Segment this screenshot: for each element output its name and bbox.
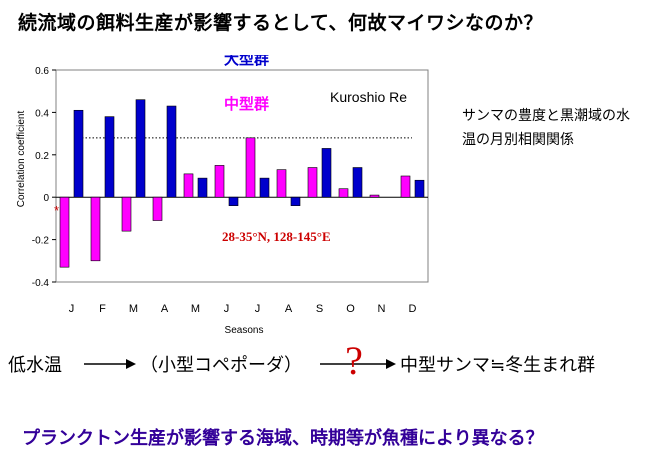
- x-tick-label: D: [409, 303, 417, 315]
- bar: [369, 194, 380, 198]
- page-title: 続流域の餌料生産が影響するとして、何故マイワシなのか？: [18, 12, 543, 34]
- bar: [259, 177, 270, 198]
- x-axis-label: Seasons: [225, 325, 264, 336]
- legend-medium-group: 中型群: [224, 95, 269, 113]
- region-label: Kuroshio Re: [330, 89, 407, 105]
- bar: [338, 188, 349, 198]
- bar: [290, 196, 301, 206]
- significance-marker: *: [54, 203, 59, 218]
- flow-arrow-icon: [84, 359, 136, 369]
- bar: [166, 105, 177, 198]
- bar: [183, 173, 194, 198]
- bar: [414, 179, 425, 198]
- x-tick-label: S: [316, 303, 323, 315]
- bar: [90, 196, 101, 262]
- bar: [321, 148, 332, 198]
- x-tick-label: M: [191, 303, 200, 315]
- bar: [104, 116, 115, 198]
- y-axis-label: Correlation coefficient: [16, 111, 27, 208]
- x-tick-label: J: [255, 303, 261, 315]
- bar: [228, 196, 239, 206]
- flow-low-temperature: 低水温: [8, 355, 62, 376]
- x-tick-label: J: [224, 303, 230, 315]
- bar: [73, 109, 84, 198]
- x-tick-label: M: [129, 303, 138, 315]
- x-tick-label: O: [346, 303, 355, 315]
- bar: [307, 167, 318, 198]
- bar: [214, 165, 225, 198]
- flow-medium-saury: 中型サンマ≒冬生まれ群: [400, 355, 596, 376]
- bar: [400, 175, 411, 198]
- x-tick-label: A: [161, 303, 169, 315]
- bar: [197, 177, 208, 198]
- legend-large-group: 大型群: [224, 55, 269, 68]
- x-tick-label: N: [378, 303, 386, 315]
- y-tick-label: 0.6: [35, 66, 49, 77]
- y-tick-label: 0.4: [35, 108, 49, 119]
- flow-small-copepods: （小型コペポーダ）: [140, 355, 302, 376]
- flow-arrow-question-icon: ?: [320, 340, 396, 383]
- question-mark: ?: [345, 340, 363, 383]
- y-tick-label: 0.2: [35, 151, 49, 162]
- y-tick-label: -0.2: [32, 236, 50, 247]
- plot-frame: [55, 69, 429, 283]
- x-tick-label: J: [69, 303, 75, 315]
- bar: [352, 167, 363, 198]
- y-tick-label: 0: [43, 193, 49, 204]
- bar: [245, 137, 256, 198]
- correlation-bar-chart: -0.4 -0.2 0 0.2 0.4 0.6 J F M A M J J A S O N D Correlati…: [16, 55, 429, 336]
- coords-annotation: 28-35°N, 128-145°E: [222, 229, 331, 244]
- bar: [152, 196, 163, 221]
- bar: [121, 196, 132, 232]
- x-tick-label: F: [99, 303, 106, 315]
- bar: [135, 99, 146, 198]
- bottom-question: プランクトン生産が影響する海域、時期等が魚種により異なる？: [22, 428, 544, 449]
- x-tick-label: A: [285, 303, 293, 315]
- bar: [59, 196, 70, 268]
- plot-area: -0.4 -0.2 0 0.2 0.4 0.6 J F M A M J J A S O N D: [32, 66, 429, 315]
- bar: [276, 169, 287, 198]
- y-tick-label: -0.4: [32, 278, 50, 289]
- side-note: サンマの豊度と黒潮域の水温の月別相関関係: [462, 108, 630, 148]
